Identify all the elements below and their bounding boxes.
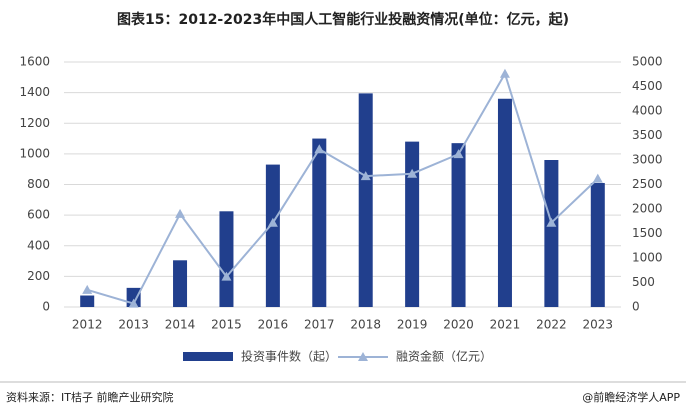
- line-marker: [499, 68, 510, 78]
- line-marker: [221, 271, 232, 281]
- x-tick-label: 2013: [118, 318, 149, 332]
- y2-tick-label: 0: [632, 300, 640, 314]
- line-marker: [314, 144, 325, 154]
- x-tick-label: 2018: [350, 318, 381, 332]
- y2-tick-label: 2500: [632, 177, 663, 191]
- y-tick-label: 400: [27, 238, 50, 252]
- y-tick-label: 1200: [19, 116, 50, 130]
- y-tick-label: 200: [27, 269, 50, 283]
- x-tick-label: 2019: [397, 318, 428, 332]
- bar: [173, 260, 188, 307]
- line-marker: [407, 168, 418, 178]
- bar: [405, 141, 420, 307]
- y-tick-label: 1600: [19, 55, 50, 69]
- bar: [265, 164, 280, 307]
- chart-title: 图表15：2012-2023年中国人工智能行业投融资情况(单位：亿元，起): [117, 11, 569, 28]
- y-tick-label: 600: [27, 208, 50, 222]
- x-tick-label: 2014: [165, 318, 196, 332]
- y2-tick-label: 5000: [632, 55, 663, 69]
- line: [86, 71, 599, 305]
- line-marker: [546, 217, 557, 227]
- credit: @前瞻经济学人APP: [582, 390, 680, 404]
- x-tick-label: 2023: [583, 318, 614, 332]
- legend-label: 融资金额（亿元）: [396, 349, 492, 364]
- x-tick-label: 2020: [443, 318, 474, 332]
- y2-tick-label: 500: [632, 275, 655, 289]
- legend-swatch: [358, 352, 368, 361]
- legend-label: 投资事件数（起）: [241, 349, 337, 364]
- x-tick-label: 2015: [211, 318, 242, 332]
- y2-tick-label: 3000: [632, 153, 663, 167]
- legend-swatch: [183, 352, 233, 361]
- y2-tick-label: 1500: [632, 226, 663, 240]
- y-tick-label: 1400: [19, 85, 50, 99]
- x-tick-label: 2017: [304, 318, 335, 332]
- bar: [497, 98, 512, 307]
- x-tick-label: 2012: [72, 318, 103, 332]
- line-marker: [128, 298, 139, 308]
- line-marker: [82, 284, 93, 294]
- line-marker: [360, 171, 371, 181]
- bar: [219, 211, 234, 307]
- bar: [544, 160, 559, 307]
- y2-tick-label: 2000: [632, 202, 663, 216]
- y-tick-label: 0: [42, 300, 50, 314]
- y-tick-label: 1000: [19, 146, 50, 160]
- y2-tick-label: 3500: [632, 128, 663, 142]
- line-marker: [453, 149, 464, 159]
- bar: [451, 143, 466, 307]
- source: 资料来源：IT桔子 前瞻产业研究院: [6, 390, 173, 404]
- y2-tick-label: 1000: [632, 251, 663, 265]
- bar: [312, 138, 327, 307]
- bar: [590, 182, 605, 307]
- x-tick-label: 2022: [536, 318, 567, 332]
- bar: [358, 93, 373, 307]
- line-marker: [175, 208, 186, 218]
- y2-tick-label: 4500: [632, 79, 663, 93]
- line-marker: [267, 217, 278, 227]
- bar: [80, 295, 95, 307]
- x-tick-label: 2016: [258, 318, 289, 332]
- x-tick-label: 2021: [490, 318, 521, 332]
- y-tick-label: 800: [27, 177, 50, 191]
- line-marker: [592, 173, 603, 183]
- y2-tick-label: 4000: [632, 104, 663, 118]
